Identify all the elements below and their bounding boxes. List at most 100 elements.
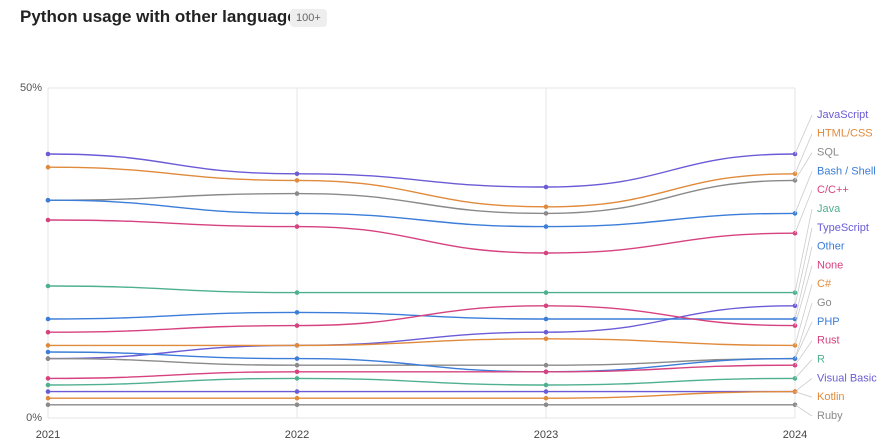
data-point [45, 217, 51, 223]
series-line [47, 219, 796, 254]
data-point [792, 323, 798, 328]
leader-line [794, 391, 813, 398]
data-point [543, 204, 549, 210]
leader-line [794, 171, 813, 214]
leader-line [794, 208, 813, 293]
y-tick-label: 0% [26, 412, 42, 424]
series-line [47, 179, 796, 215]
leader-line [794, 114, 813, 155]
data-point [543, 329, 549, 335]
data-point [45, 343, 51, 348]
data-point [294, 191, 300, 196]
leader-line [794, 133, 813, 174]
leader-line [794, 340, 813, 366]
leader-line [794, 303, 813, 359]
data-point [543, 211, 549, 216]
x-tick-label: 2022 [285, 429, 309, 441]
data-point [543, 369, 549, 375]
series-line [47, 351, 796, 373]
data-point [543, 250, 549, 256]
x-tick-label: 2024 [783, 429, 807, 441]
data-point [294, 343, 300, 348]
data-point [45, 164, 51, 170]
legend-label: C# [817, 278, 832, 290]
data-point [294, 362, 300, 368]
leader-line [794, 378, 813, 392]
series-line [48, 338, 796, 347]
legend-label: Java [817, 203, 841, 215]
legend-label: None [817, 259, 843, 271]
data-point [294, 369, 300, 375]
data-point [543, 316, 549, 322]
series-line [47, 377, 796, 386]
x-tick-label: 2023 [534, 429, 558, 441]
data-point [792, 290, 798, 295]
data-point [543, 303, 549, 309]
data-point [543, 184, 549, 190]
data-point [543, 362, 549, 368]
data-point [294, 224, 300, 229]
data-point [45, 283, 51, 289]
data-point [294, 356, 300, 361]
data-point [294, 211, 300, 216]
legend-label: Go [817, 297, 832, 309]
series-line [47, 153, 796, 188]
legend-label: R [817, 353, 825, 365]
legend-label: Ruby [817, 410, 843, 422]
data-point [45, 382, 51, 388]
leader-line [794, 190, 813, 234]
series-line [47, 166, 796, 208]
legend-label: Rust [817, 335, 840, 347]
legend-label: Visual Basic [817, 372, 877, 384]
data-point [294, 395, 300, 401]
data-point [543, 402, 549, 408]
legend-label: PHP [817, 316, 840, 328]
data-point [45, 356, 51, 361]
leader-line [794, 359, 813, 379]
leader-line [794, 265, 813, 326]
series-line [47, 285, 795, 294]
data-point [45, 376, 51, 381]
data-point [792, 343, 798, 348]
data-point [543, 224, 549, 229]
legend-label: Kotlin [817, 391, 845, 403]
data-point [543, 382, 549, 388]
data-point [792, 356, 798, 361]
data-point [543, 389, 549, 394]
chart-title: Python usage with other languages [20, 7, 307, 26]
legend-label: Bash / Shell [817, 165, 876, 177]
data-point [543, 336, 549, 342]
legend-label: SQL [817, 147, 839, 159]
legend-label: TypeScript [817, 222, 869, 234]
leader-line [794, 321, 813, 359]
y-tick-label: 50% [20, 82, 42, 94]
data-point [45, 197, 51, 203]
data-point [543, 290, 549, 295]
data-point [294, 178, 300, 183]
data-point [294, 290, 300, 295]
badge: 100+ [290, 9, 327, 27]
data-point [294, 376, 300, 381]
data-point [45, 151, 51, 157]
data-point [294, 389, 300, 394]
series-line [47, 305, 796, 333]
data-point [45, 316, 51, 322]
data-point [543, 395, 549, 401]
data-point [45, 349, 51, 355]
series-line [47, 390, 796, 399]
leader-line [794, 152, 813, 181]
data-point [45, 395, 51, 401]
series-line [47, 199, 796, 228]
data-point [45, 329, 51, 335]
data-point [294, 323, 300, 328]
series-line [47, 364, 796, 380]
data-point [294, 402, 300, 408]
leader-line [794, 227, 813, 306]
legend-label: JavaScript [817, 109, 868, 121]
data-point [45, 389, 51, 394]
x-tick-label: 2021 [36, 429, 60, 441]
leader-line [794, 404, 813, 417]
leader-line [794, 246, 813, 320]
data-point [294, 310, 300, 315]
